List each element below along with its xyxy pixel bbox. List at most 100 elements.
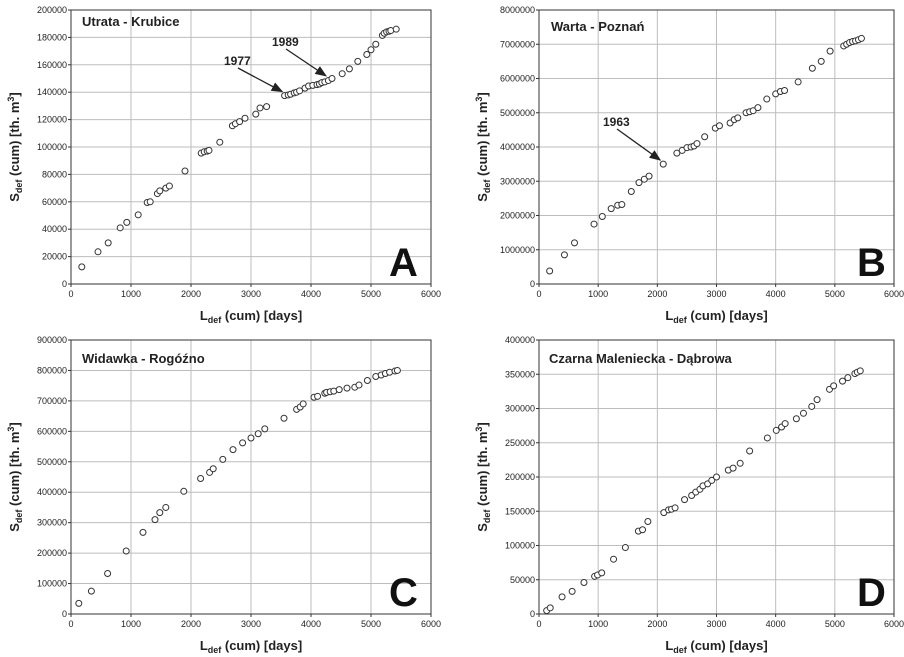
panel-a-plot: 0 1000 2000 3000 4000 5000 6000020000400006000… [6, 5, 441, 325]
panel-b-y-tick-label: 7000000 [500, 39, 535, 49]
panel-b-y-tick-label: 1000000 [500, 245, 535, 255]
panel-a-data-point [94, 248, 102, 256]
panel-a-data-point [134, 211, 142, 219]
panel-b-data-point [715, 122, 723, 130]
panel-c-y-tick-label: 100000 [37, 579, 67, 589]
panel-c-data-point [162, 503, 170, 511]
panel-b-data-point [734, 114, 742, 122]
panel-a-data-point [205, 146, 213, 154]
panel-c-y-tick-label: 800000 [37, 365, 67, 375]
panel-b-data-point [590, 220, 598, 228]
panel-b-data-point [808, 64, 816, 72]
panel-b-x-axis-label: Ldef (cum) [days] [665, 308, 767, 325]
panel-c-data-point [335, 386, 343, 394]
panel-a-x-tick-label: 2000 [181, 289, 201, 299]
panel-a-data-point [181, 167, 189, 175]
panel-a-x-tick-label: 0 [68, 289, 73, 299]
panel-c-data-point [254, 430, 262, 438]
panel-c: 0 1000 2000 3000 4000 5000 6000 0 100000 200000 30… [6, 335, 441, 655]
panel-d-data-point [639, 526, 647, 534]
panel-c-data-point [343, 384, 351, 392]
panel-b-y-tick-label: 5000000 [500, 108, 535, 118]
panel-c-x-axis-label: Ldef (cum) [days] [200, 638, 302, 655]
panel-b-y-tick-label: 3000000 [500, 176, 535, 186]
panel-c-data-point [180, 487, 188, 495]
panel-a-data-point [236, 118, 244, 126]
panel-b-x-tick-label: 4000 [766, 289, 786, 299]
panel-a-y-tick-label: 100000 [37, 142, 67, 152]
panel-b-data-point [826, 47, 834, 55]
panel-d-data-point [729, 464, 737, 472]
panel-d-data-point [792, 415, 800, 423]
panel-a-data-point [328, 75, 336, 82]
panel-c-data-point [209, 465, 217, 473]
panel-d-y-tick-label: 350000 [505, 369, 535, 379]
panel-c-data-point [219, 455, 227, 463]
panel-a-data-point [392, 25, 400, 33]
panel-b-data-point [560, 251, 568, 259]
panel-b: 0 1000 2000 3000 4000 5000 6000 0 1000000 2000000… [474, 5, 904, 325]
panel-d-x-tick-label: 5000 [825, 619, 845, 629]
panel-a-x-axis-label: Ldef (cum) [days] [200, 308, 302, 325]
panel-a-data-point [252, 110, 260, 118]
panel-c-data-point [197, 475, 205, 483]
panel-d-y-tick-label: 400000 [505, 335, 535, 345]
panel-b-data-point [618, 201, 626, 209]
panel-d-y-axis-label: Sdef (cum) [th. m3] [474, 422, 492, 532]
panel-d-y-tick-label: 250000 [505, 438, 535, 448]
panel-c-plot: 0 1000 2000 3000 4000 5000 6000 0 100000 200000 30… [6, 335, 441, 655]
panel-a-data-point [345, 65, 353, 73]
panel-a-data-point [165, 182, 173, 190]
panel-c-data-point [139, 528, 147, 536]
panel-c-x-tick-label: 5000 [361, 619, 381, 629]
panel-d: 0 1000 2000 3000 4000 5000 6000 0 50000 100000 150… [474, 335, 904, 655]
panel-a-title: Utrata - Krubice [82, 14, 180, 29]
panel-a-data-point [78, 263, 86, 271]
panel-d-x-tick-label: 6000 [884, 619, 904, 629]
panel-d-plot: 0 1000 2000 3000 4000 5000 6000 0 50000 100000 150… [474, 335, 904, 655]
panel-c-x-tick-label: 2000 [181, 619, 201, 629]
panel-d-data-point [708, 476, 716, 484]
panel-b-x-tick-label: 3000 [706, 289, 726, 299]
panel-d-data-point [736, 459, 744, 467]
panel-d-x-tick-label: 1000 [588, 619, 608, 629]
panel-c-letter: C [389, 571, 418, 615]
panel-a-x-tick-label: 6000 [421, 289, 441, 299]
panel-d-data-point [772, 426, 780, 434]
panel-c-data-point [239, 439, 247, 447]
panel-c-data-point [247, 434, 255, 442]
panel-b-data-point [598, 213, 606, 221]
panel-d-y-tick-label: 150000 [505, 506, 535, 516]
panel-b-letter: B [857, 241, 886, 285]
panel-d-data-point [580, 578, 588, 586]
panel-a-x-tick-label: 4000 [301, 289, 321, 299]
panel-a-annotation-label: 1989 [272, 35, 299, 49]
panel-b-title: Warta - Poznań [551, 19, 644, 34]
panel-d-data-point [781, 420, 789, 428]
panel-d-x-tick-label: 4000 [766, 619, 786, 629]
panel-d-data-point [844, 374, 852, 382]
panel-b-data-point [693, 140, 701, 148]
panel-c-y-axis-label: Sdef (cum) [th. m3] [6, 422, 24, 532]
panel-a-data-point [338, 70, 346, 78]
panel-a-y-axis-label: Sdef (cum) [th. m3] [6, 92, 24, 202]
panel-c-y-tick-label: 400000 [37, 487, 67, 497]
panel-b-data-point [571, 239, 578, 247]
panel-c-y-tick-label: 600000 [37, 426, 67, 436]
panel-b-plot: 0 1000 2000 3000 4000 5000 6000 0 1000000 2000000… [474, 5, 904, 325]
panel-d-x-tick-label: 0 [536, 619, 541, 629]
panel-d-data-point [808, 402, 816, 410]
panel-a-data-point [241, 114, 249, 122]
panel-d-data-point [813, 396, 821, 404]
panel-a-data-point [216, 138, 224, 146]
panel-c-data-point [156, 509, 164, 517]
panel-c-y-tick-label: 200000 [37, 548, 67, 558]
panel-a-y-tick-label: 40000 [42, 224, 67, 234]
panel-b-data-point [627, 188, 635, 196]
panel-a-annotation-label: 1977 [224, 54, 251, 68]
panel-d-x-tick-label: 3000 [706, 619, 726, 629]
panel-a-data-point [104, 239, 112, 247]
panel-b-data-point [645, 172, 653, 180]
panel-a-data-point [123, 218, 131, 226]
panel-c-y-tick-label: 900000 [37, 335, 67, 345]
